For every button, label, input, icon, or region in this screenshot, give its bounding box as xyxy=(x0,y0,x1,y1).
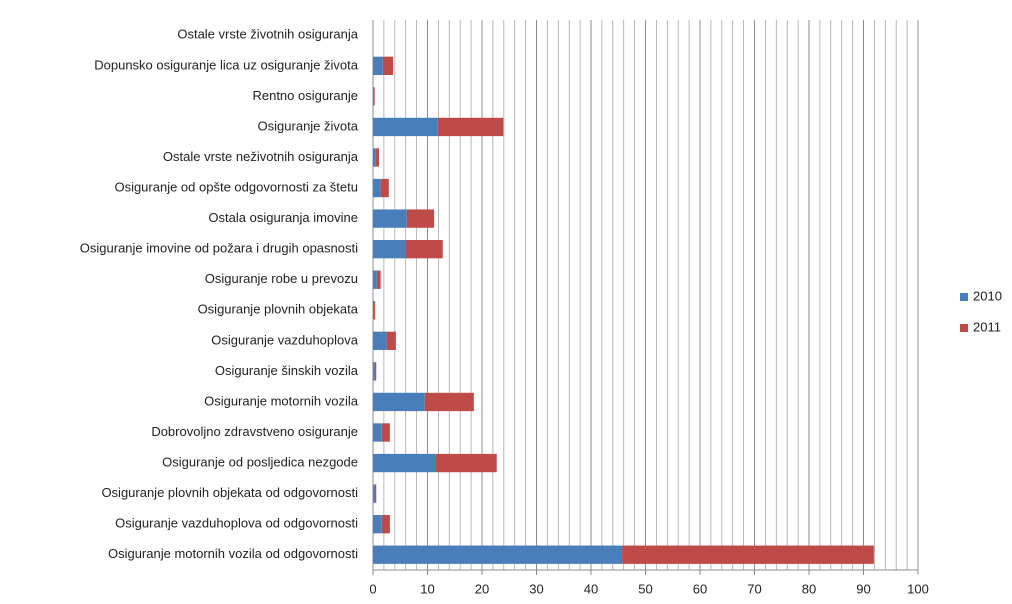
x-tick-label: 10 xyxy=(420,581,434,596)
y-tick-label: Dobrovoljno zdravstveno osiguranje xyxy=(151,424,358,439)
x-tick-label: 90 xyxy=(856,581,870,596)
bar xyxy=(373,545,623,564)
y-tick-label: Osiguranje od opšte odgovornosti za štet… xyxy=(114,179,358,194)
bar xyxy=(381,515,390,534)
y-tick-label: Osiguranje imovine od požara i drugih op… xyxy=(80,241,358,256)
y-tick-label: Ostala osiguranja imovine xyxy=(208,210,358,225)
bar xyxy=(373,56,383,75)
y-tick-label: Ostale vrste neživotnih osiguranja xyxy=(163,149,359,164)
bar xyxy=(374,484,377,503)
bar xyxy=(375,148,379,167)
bar xyxy=(386,331,396,350)
bar xyxy=(373,209,407,228)
bar xyxy=(373,362,375,381)
legend-swatch xyxy=(960,293,968,301)
y-tick-label: Dopunsko osiguranje lica uz osiguranje ž… xyxy=(94,57,359,72)
bar xyxy=(424,392,474,412)
bar xyxy=(406,209,435,228)
bar xyxy=(380,178,389,198)
bar xyxy=(373,87,375,106)
x-tick-label: 30 xyxy=(529,581,543,596)
bar xyxy=(373,484,375,503)
y-tick-label: Osiguranje motornih vozila od odgovornos… xyxy=(108,546,358,561)
x-tick-label: 40 xyxy=(584,581,598,596)
bar xyxy=(373,270,377,289)
bar xyxy=(374,301,376,320)
bar xyxy=(405,240,443,259)
bar xyxy=(373,515,382,534)
bar xyxy=(373,301,375,320)
legend-label: 2010 xyxy=(973,288,1002,303)
bar xyxy=(437,117,504,137)
bar xyxy=(373,392,425,412)
x-tick-label: 50 xyxy=(638,581,652,596)
bar xyxy=(435,453,497,473)
bar xyxy=(373,423,382,442)
bar xyxy=(374,362,377,381)
bar xyxy=(373,148,376,167)
x-tick-label: 20 xyxy=(475,581,489,596)
bar xyxy=(373,240,406,259)
x-tick-label: 70 xyxy=(747,581,761,596)
y-tick-label: Osiguranje plovnih objekata xyxy=(198,302,359,317)
y-tick-label: Osiguranje motornih vozila xyxy=(204,393,359,408)
bar xyxy=(376,270,381,289)
legend-swatch xyxy=(960,324,968,332)
bar xyxy=(382,56,394,75)
bar xyxy=(373,117,438,137)
y-tick-label: Osiguranje šinskih vozila xyxy=(215,363,359,378)
y-tick-label: Rentno osiguranje xyxy=(252,88,358,103)
bar xyxy=(622,545,874,564)
x-tick-label: 0 xyxy=(369,581,376,596)
bar xyxy=(373,87,374,106)
bar xyxy=(373,453,436,473)
y-tick-label: Ostale vrste životnih osiguranja xyxy=(177,27,358,42)
y-tick-label: Osiguranje vazduhoplova xyxy=(211,332,358,347)
bar xyxy=(373,178,381,198)
x-tick-label: 80 xyxy=(802,581,816,596)
y-tick-label: Osiguranje od posljedica nezgode xyxy=(162,454,358,469)
y-tick-label: Osiguranje vazduhoplova od odgovornosti xyxy=(115,516,358,531)
x-tick-label: 60 xyxy=(693,581,707,596)
legend-label: 2011 xyxy=(973,319,1001,334)
bar xyxy=(381,423,390,442)
x-tick-label: 100 xyxy=(907,581,929,596)
y-tick-label: Osiguranje života xyxy=(258,118,359,133)
y-tick-label: Osiguranje robe u prevozu xyxy=(205,271,358,286)
bar xyxy=(373,331,387,350)
y-tick-label: Osiguranje plovnih objekata od odgovorno… xyxy=(101,485,358,500)
